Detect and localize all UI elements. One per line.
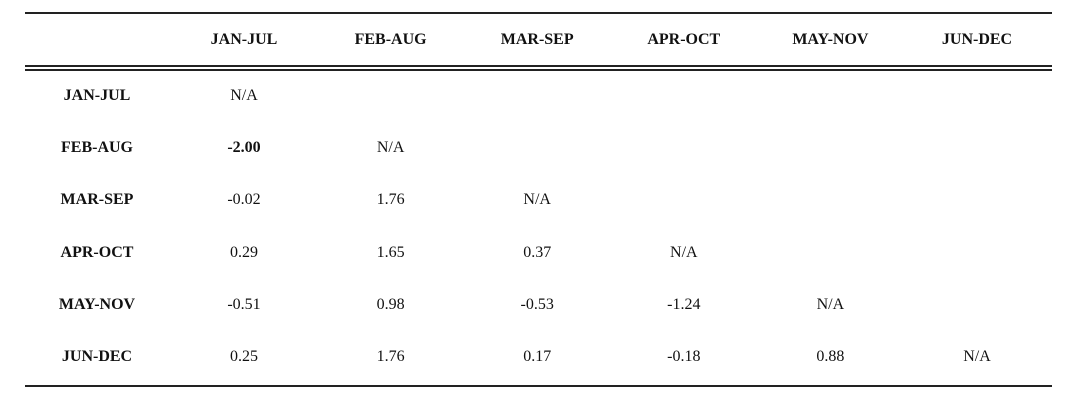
row-header: APR-OCT — [60, 243, 134, 261]
table-cell: N/A — [376, 139, 405, 157]
column-header: JUN-DEC — [941, 31, 1013, 48]
bottom-rule — [25, 385, 1052, 387]
table-cell: N/A — [963, 348, 991, 365]
table-cell: -0.53 — [520, 295, 554, 313]
table-cell: 1.65 — [376, 243, 405, 261]
table-cell: -2.00 — [227, 139, 261, 157]
table-cell: N/A — [670, 243, 698, 261]
table-cell: 1.76 — [376, 191, 405, 209]
table-cell: -0.18 — [667, 348, 701, 365]
column-header: MAR-SEP — [500, 31, 574, 48]
table-cell: 0.88 — [816, 348, 845, 365]
row-header: MAR-SEP — [60, 191, 134, 209]
column-header: JAN-JUL — [210, 31, 278, 48]
row-header: FEB-AUG — [61, 139, 133, 157]
header-rule — [25, 65, 1052, 67]
column-header: MAY-NOV — [792, 31, 869, 48]
table-cell: 0.17 — [523, 348, 552, 365]
column-header: FEB-AUG — [354, 31, 427, 48]
table-cell: -0.51 — [227, 295, 261, 313]
table-cell: N/A — [523, 191, 551, 209]
table-cell: 0.29 — [230, 243, 258, 261]
table-cell: 0.25 — [230, 348, 258, 365]
row-header: JAN-JUL — [63, 87, 131, 104]
row-header: JUN-DEC — [61, 348, 133, 365]
table-cell: -1.24 — [667, 295, 701, 313]
table-cell: -0.02 — [227, 191, 261, 209]
header-rule — [25, 69, 1052, 71]
table-cell: N/A — [230, 87, 258, 104]
row-header: MAY-NOV — [58, 295, 136, 313]
table-cell: 0.37 — [523, 243, 552, 261]
table-cell: 0.98 — [376, 295, 405, 313]
column-header: APR-OCT — [647, 31, 721, 48]
top-rule — [25, 12, 1052, 14]
table-cell: N/A — [816, 295, 845, 313]
table-cell: 1.76 — [376, 348, 405, 365]
